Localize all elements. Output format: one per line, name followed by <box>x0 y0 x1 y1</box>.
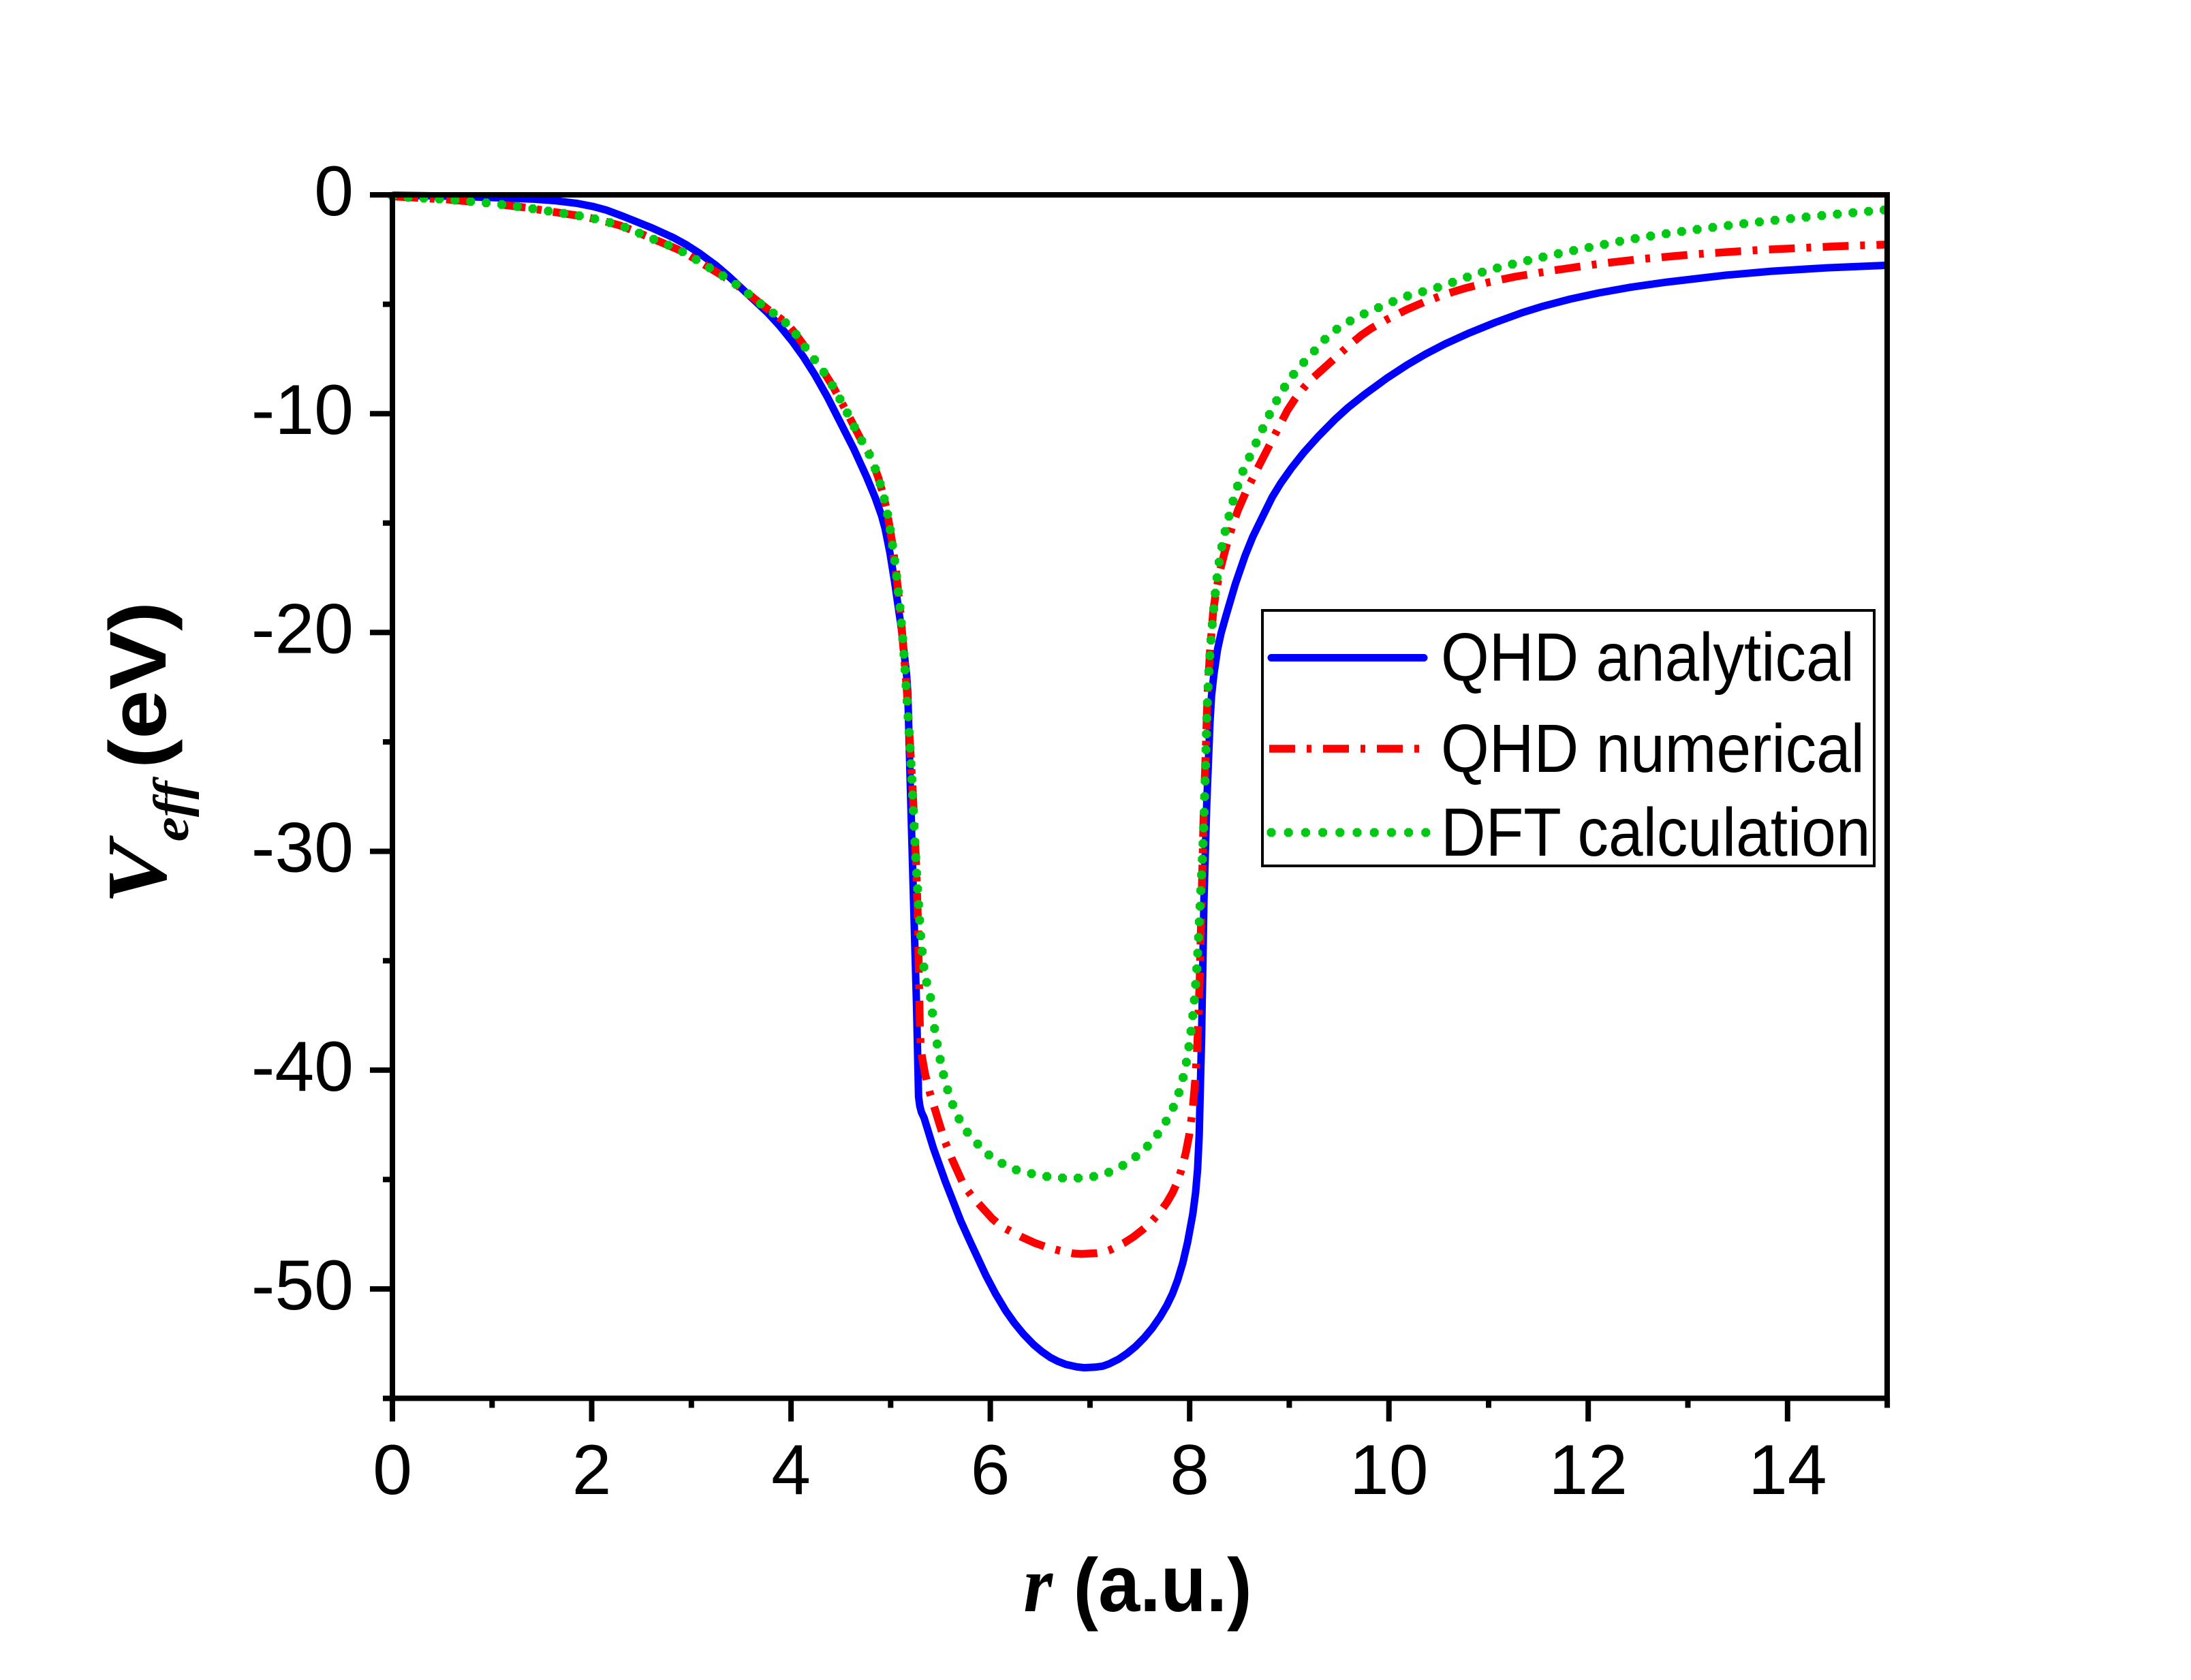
svg-text:0: 0 <box>373 1431 412 1510</box>
svg-text:-20: -20 <box>251 589 354 668</box>
svg-text:8: 8 <box>1170 1431 1209 1510</box>
svg-text:Veff (eV): Veff (eV) <box>91 602 200 904</box>
svg-text:-10: -10 <box>251 371 354 450</box>
svg-text:12: 12 <box>1549 1431 1628 1510</box>
svg-text:r (a.u.): r (a.u.) <box>1023 1539 1252 1632</box>
svg-text:2: 2 <box>572 1431 612 1510</box>
svg-text:6: 6 <box>971 1431 1010 1510</box>
svg-text:0: 0 <box>314 152 354 231</box>
svg-text:-40: -40 <box>251 1027 354 1106</box>
svg-text:-50: -50 <box>251 1246 354 1325</box>
svg-text:14: 14 <box>1748 1431 1827 1510</box>
svg-text:4: 4 <box>771 1431 811 1510</box>
svg-text:10: 10 <box>1350 1431 1429 1510</box>
svg-text:QHD numerical: QHD numerical <box>1441 711 1865 787</box>
svg-text:QHD analytical: QHD analytical <box>1441 619 1854 696</box>
svg-text:DFT calculation: DFT calculation <box>1441 794 1870 871</box>
svg-text:-30: -30 <box>251 809 354 888</box>
